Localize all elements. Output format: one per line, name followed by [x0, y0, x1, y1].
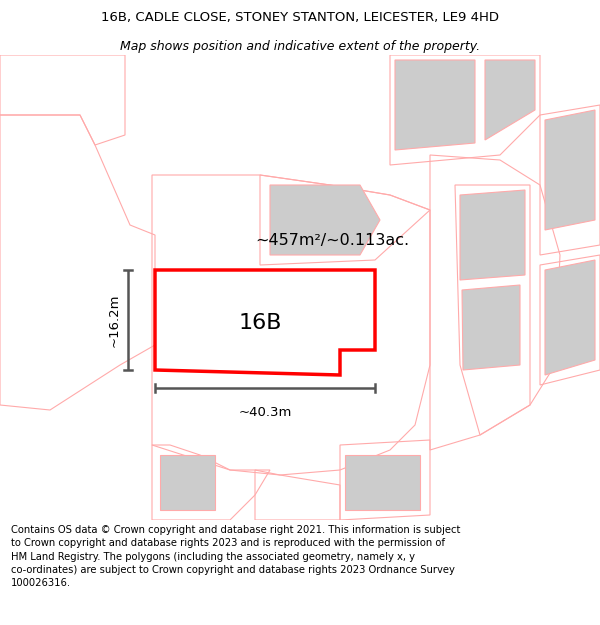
- Polygon shape: [460, 190, 525, 280]
- Text: 16B, CADLE CLOSE, STONEY STANTON, LEICESTER, LE9 4HD: 16B, CADLE CLOSE, STONEY STANTON, LEICES…: [101, 11, 499, 24]
- Text: Contains OS data © Crown copyright and database right 2021. This information is : Contains OS data © Crown copyright and d…: [11, 525, 460, 588]
- Polygon shape: [545, 110, 595, 230]
- Polygon shape: [395, 60, 475, 150]
- Text: Map shows position and indicative extent of the property.: Map shows position and indicative extent…: [120, 39, 480, 52]
- Polygon shape: [545, 260, 595, 375]
- Polygon shape: [230, 270, 330, 370]
- Polygon shape: [155, 270, 375, 375]
- Polygon shape: [485, 60, 535, 140]
- Polygon shape: [345, 455, 420, 510]
- Text: ~457m²/~0.113ac.: ~457m²/~0.113ac.: [255, 232, 409, 248]
- Text: ~40.3m: ~40.3m: [238, 406, 292, 419]
- Text: 16B: 16B: [238, 313, 282, 333]
- Text: ~16.2m: ~16.2m: [107, 293, 121, 347]
- Polygon shape: [462, 285, 520, 370]
- Polygon shape: [160, 455, 215, 510]
- Polygon shape: [270, 185, 380, 255]
